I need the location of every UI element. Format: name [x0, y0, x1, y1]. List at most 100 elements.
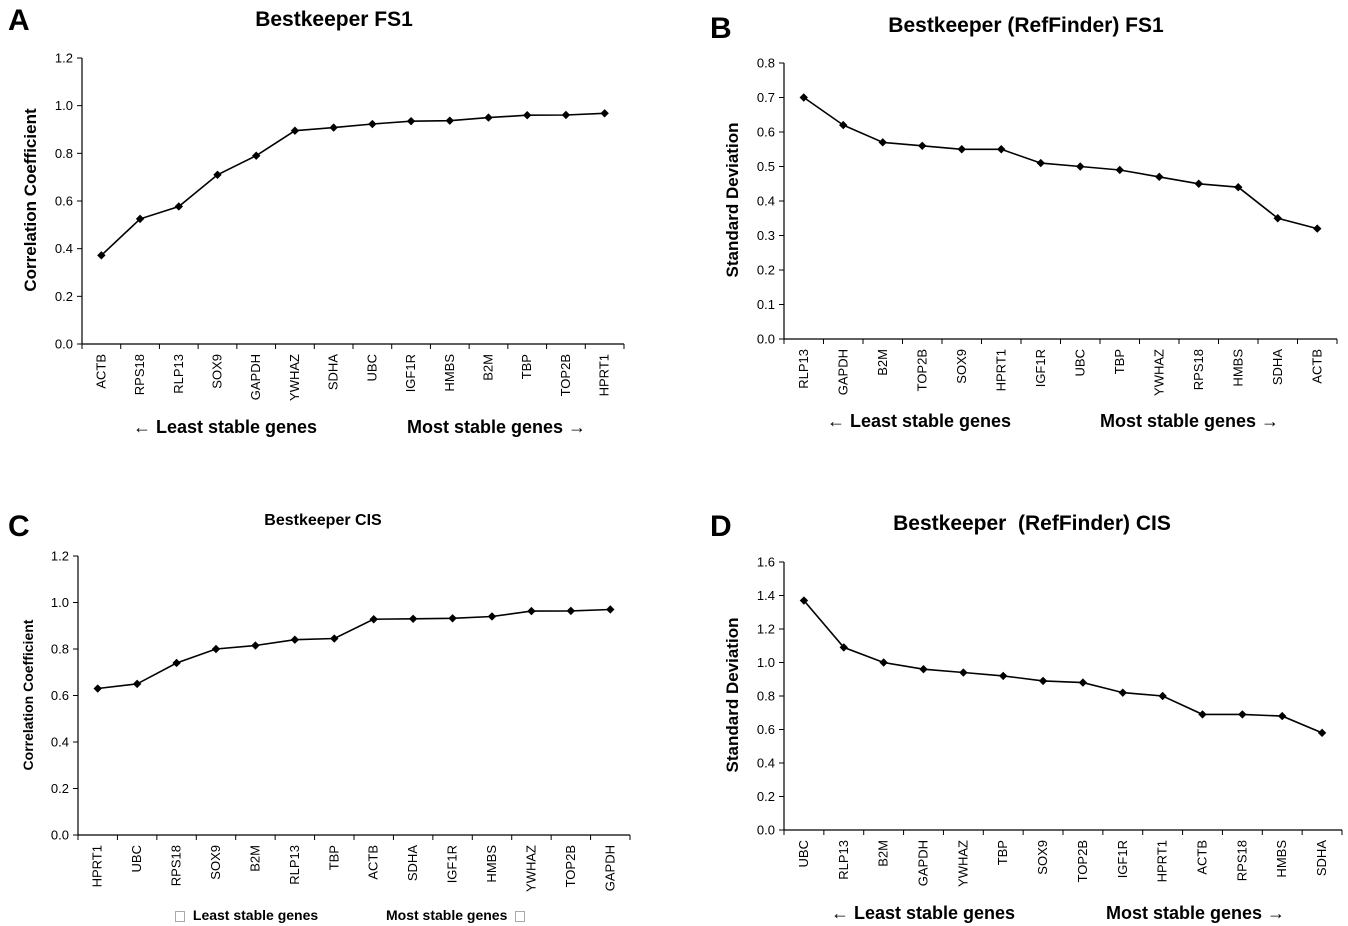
- data-point: [1313, 224, 1322, 233]
- y-tick-label: 0.8: [51, 642, 69, 657]
- data-point: [172, 658, 181, 668]
- data-point: [1158, 691, 1167, 701]
- data-point: [1238, 710, 1247, 719]
- x-tick-label: TOP2B: [558, 354, 573, 396]
- y-tick-label: 0.0: [55, 337, 73, 352]
- data-point: [174, 202, 183, 211]
- data-point: [368, 119, 377, 129]
- y-tick-label: 0.4: [51, 735, 69, 750]
- data-point: [1234, 183, 1243, 192]
- data-point: [1273, 214, 1282, 223]
- y-tick-label: 0.8: [757, 689, 775, 704]
- y-tick-label: 1.4: [757, 588, 775, 603]
- data-point: [135, 214, 145, 224]
- y-tick-label: 0.5: [757, 159, 775, 174]
- data-point: [1036, 158, 1045, 168]
- x-tick-label: HMBS: [484, 845, 499, 883]
- x-tick-label: RPS18: [1234, 840, 1249, 881]
- series-line: [803, 96, 1318, 230]
- x-tick-label: SOX9: [208, 845, 223, 880]
- x-tick-label: GAPDH: [916, 840, 931, 886]
- data-point: [527, 606, 536, 616]
- data-point: [93, 684, 102, 693]
- data-point: [1155, 172, 1164, 182]
- x-tick-label: TBP: [519, 354, 534, 379]
- data-point: [957, 145, 966, 154]
- data-point: [408, 614, 418, 623]
- y-tick-label: 0.2: [51, 781, 69, 796]
- x-tick-label: SDHA: [1270, 349, 1285, 385]
- data-point: [484, 113, 493, 122]
- data-point: [97, 251, 106, 260]
- x-tick-label: HPRT1: [993, 349, 1008, 391]
- x-tick-label: UBC: [364, 354, 379, 381]
- x-tick-label: YWHAZ: [523, 845, 538, 892]
- data-point: [561, 110, 571, 120]
- x-tick-label: HMBS: [1230, 349, 1245, 387]
- x-tick-label: IGF1R: [445, 845, 460, 883]
- data-point: [523, 111, 532, 120]
- x-tick-label: SDHA: [326, 354, 341, 390]
- data-point: [1198, 710, 1207, 719]
- data-point: [918, 141, 927, 150]
- y-tick-label: 0.3: [757, 228, 775, 243]
- data-point: [445, 116, 454, 125]
- x-tick-label: RPS18: [132, 354, 147, 395]
- data-point: [1115, 165, 1124, 175]
- data-point: [839, 643, 848, 652]
- x-tick-label: UBC: [1072, 349, 1087, 376]
- x-tick-label: SOX9: [210, 354, 225, 389]
- data-point: [290, 635, 300, 644]
- y-tick-label: 0.6: [757, 722, 775, 737]
- y-tick-label: 0.2: [55, 289, 73, 304]
- data-point: [1317, 728, 1327, 738]
- footer-least-stable: ← Least stable genes: [827, 411, 1012, 431]
- y-tick-label: 1.2: [757, 622, 775, 637]
- data-point: [606, 605, 615, 614]
- x-tick-label: GAPDH: [835, 349, 850, 395]
- x-tick-label: GAPDH: [602, 845, 617, 891]
- x-tick-label: UBC: [796, 840, 811, 867]
- x-tick-label: RPS18: [1191, 349, 1206, 390]
- x-tick-label: HMBS: [1274, 840, 1289, 878]
- data-point: [959, 668, 968, 677]
- x-tick-label: TOP2B: [563, 845, 578, 887]
- y-tick-label: 0.8: [757, 56, 775, 71]
- series-line: [97, 608, 611, 690]
- y-tick-label: 0.1: [757, 297, 775, 312]
- y-tick-label: 1.0: [51, 595, 69, 610]
- data-point: [1278, 711, 1287, 721]
- x-tick-label: RLP13: [836, 840, 851, 880]
- x-tick-label: GAPDH: [248, 354, 263, 400]
- panel-letter: B: [710, 12, 732, 45]
- y-tick-label: 1.0: [757, 655, 775, 670]
- x-tick-label: TOP2B: [1075, 840, 1090, 882]
- data-point: [251, 641, 260, 650]
- y-tick-label: 0.0: [757, 332, 775, 347]
- x-tick-label: YWHAZ: [1151, 349, 1166, 396]
- data-point: [487, 612, 497, 621]
- y-tick-label: 0.4: [757, 756, 775, 771]
- x-tick-label: TBP: [326, 845, 341, 870]
- data-point: [999, 671, 1008, 681]
- footer-least-stable: Least stable genes: [171, 907, 318, 923]
- x-tick-label: RPS18: [169, 845, 184, 886]
- x-tick-label: RLP13: [287, 845, 302, 885]
- y-tick-label: 0.0: [757, 823, 775, 838]
- x-tick-label: B2M: [481, 354, 496, 381]
- square-icon: [515, 910, 526, 922]
- y-tick-label: 0.8: [55, 146, 73, 161]
- x-tick-label: HMBS: [442, 354, 457, 392]
- data-point: [566, 606, 576, 616]
- x-tick-label: YWHAZ: [287, 354, 302, 401]
- data-point: [213, 170, 222, 179]
- y-tick-label: 0.0: [51, 828, 69, 843]
- y-tick-label: 0.7: [757, 90, 775, 105]
- data-point: [600, 109, 609, 118]
- x-tick-label: IGF1R: [1033, 349, 1048, 387]
- y-tick-label: 1.2: [51, 549, 69, 564]
- y-tick-label: 0.4: [55, 241, 73, 256]
- x-tick-label: HPRT1: [90, 845, 105, 887]
